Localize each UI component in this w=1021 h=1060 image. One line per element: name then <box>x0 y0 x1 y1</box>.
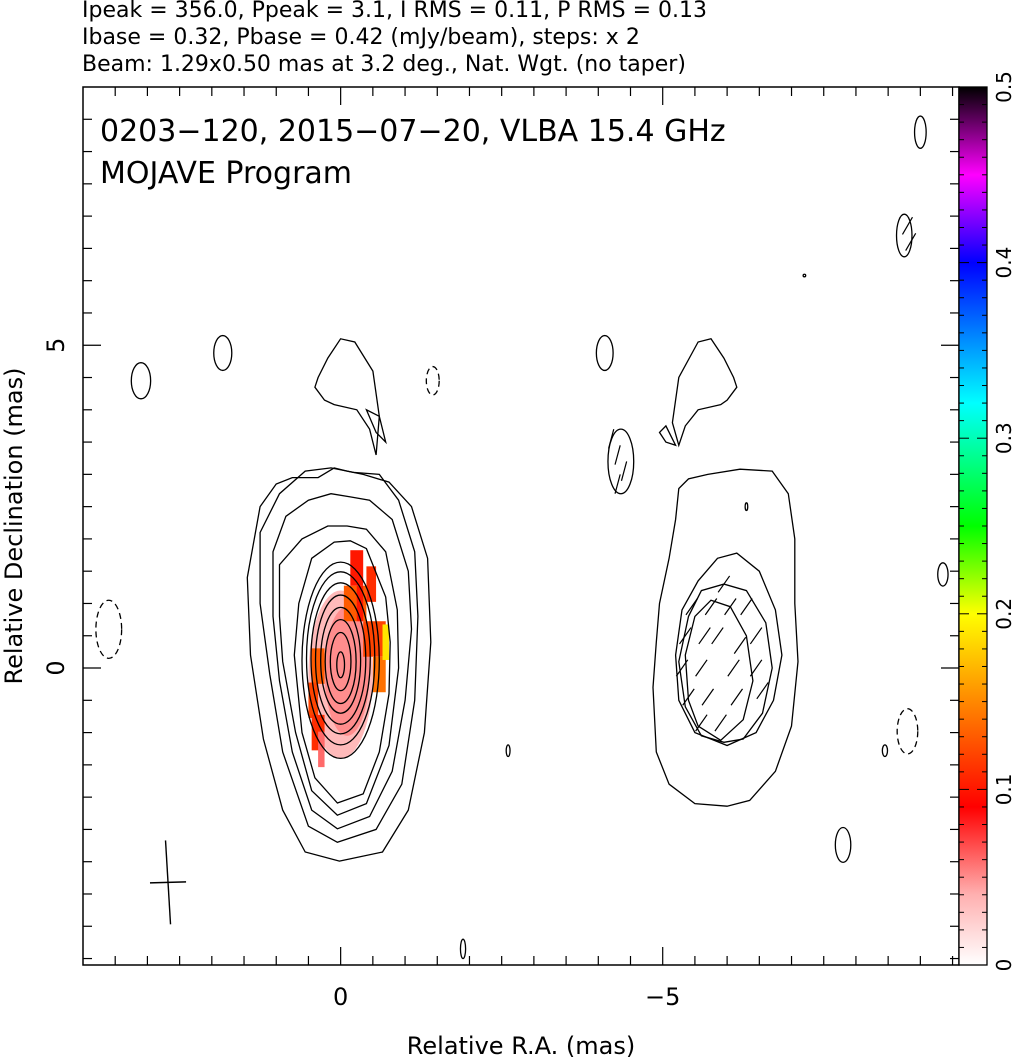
colorbar-tick-label: 0.4 <box>992 247 1016 279</box>
contour-jet <box>652 468 799 807</box>
pol-vector <box>675 659 689 677</box>
colorbar-tick-label: 0 <box>992 959 1016 972</box>
contour-core-ellipse <box>301 561 380 760</box>
y-axis-label: Relative Declination (mas) <box>0 367 28 684</box>
contour-blob <box>913 115 927 149</box>
pol-vector <box>717 575 731 593</box>
pol-vector <box>724 598 737 616</box>
pol-vector <box>704 598 718 616</box>
pol-vector <box>711 627 724 645</box>
contour-core <box>314 338 380 456</box>
chart-title-line-2: MOJAVE Program <box>100 156 352 191</box>
pol-vector <box>749 627 763 645</box>
contour-core-ellipse <box>329 631 352 692</box>
contour-core-ellipse <box>320 606 362 714</box>
x-tick-label: 0 <box>333 983 348 1011</box>
chart-title-line-1: 0203−120, 2015−07−20, VLBA 15.4 GHz <box>100 114 726 149</box>
colorbar-tick-label: 0.3 <box>992 422 1016 454</box>
pol-pixel <box>366 566 377 602</box>
contour-blob <box>459 938 467 960</box>
colorbar-tick-labels: 0 0.1 0.2 0.3 0.4 0.5 <box>992 71 1016 971</box>
pol-vector <box>614 445 621 465</box>
contour-blob <box>881 744 889 758</box>
contour-core <box>272 493 413 830</box>
header-line-1: Ipeak = 356.0, Ppeak = 3.1, I RMS = 0.11… <box>82 0 707 23</box>
axis-tick-labels: 0 −5 0 5 <box>42 338 680 1011</box>
colorbar-tick-label: 0.5 <box>992 71 1016 103</box>
contour-jet <box>671 338 738 448</box>
pol-pixel <box>318 731 325 768</box>
pol-pixel <box>311 648 325 684</box>
x-axis-label: Relative R.A. (mas) <box>407 1032 635 1060</box>
pol-vector <box>608 429 615 449</box>
contour-blob <box>834 826 852 864</box>
contour-core-ellipse <box>324 618 357 705</box>
y-tick-label: 5 <box>42 338 70 353</box>
beam-minor-axis <box>149 881 187 884</box>
contour-core-ellipse <box>305 571 376 746</box>
pol-vector <box>695 659 708 677</box>
contour-core-ellipse <box>314 594 367 725</box>
pol-pixel <box>308 682 319 719</box>
contour-core-ellipse <box>310 582 371 735</box>
pol-vector <box>679 627 692 645</box>
contour-jet <box>684 599 754 742</box>
pol-vector <box>682 688 695 706</box>
contour-negative <box>425 365 440 396</box>
polarization-vectors <box>608 216 917 732</box>
pol-vector <box>614 474 621 494</box>
contour-core <box>293 540 391 804</box>
contour-core <box>365 408 387 445</box>
contour-blob <box>130 362 152 400</box>
pol-vector <box>749 659 763 677</box>
pol-vector <box>685 598 698 616</box>
colorbar-ticks <box>959 86 987 966</box>
x-tick-label: −5 <box>645 983 680 1011</box>
pol-vector <box>905 232 917 251</box>
contour-blob <box>213 334 233 372</box>
contour-jet <box>674 552 783 747</box>
y-tick-label: 0 <box>42 660 70 675</box>
plot-frame <box>82 86 960 966</box>
beam-marker <box>149 840 187 925</box>
contour-jet <box>658 424 677 447</box>
contour-negative <box>95 599 123 659</box>
header-line-2: Ibase = 0.32, Pbase = 0.42 (mJy/beam), s… <box>82 25 640 50</box>
pol-vector <box>701 688 715 706</box>
axis-ticks <box>83 87 959 965</box>
pol-vector <box>740 598 753 616</box>
pol-vector <box>714 714 727 732</box>
pol-pixel <box>356 585 364 622</box>
pol-vector <box>730 688 744 706</box>
pol-vector <box>695 714 708 732</box>
pol-vector <box>698 627 711 645</box>
pol-vector <box>756 682 769 700</box>
total-intensity-contours <box>95 115 949 960</box>
colorbar-tick-label: 0.1 <box>992 773 1016 805</box>
contour-blob <box>607 428 635 495</box>
contour-core-ellipse <box>336 651 346 679</box>
pol-vector <box>901 216 913 235</box>
contour-core <box>278 525 400 816</box>
pol-pixel <box>382 624 389 660</box>
contour-blob <box>744 502 749 512</box>
contour-blob <box>505 744 511 758</box>
contour-negative <box>896 708 919 755</box>
contour-blob <box>895 213 913 258</box>
contour-jet <box>678 583 773 743</box>
contour-blob <box>595 334 614 372</box>
pol-pixel <box>350 550 364 586</box>
contour-core <box>246 467 432 862</box>
contour-blob <box>937 562 949 587</box>
pol-vector <box>733 636 747 654</box>
colorbar-tick-label: 0.2 <box>992 598 1016 630</box>
header-line-3: Beam: 1.29x0.50 mas at 3.2 deg., Nat. Wg… <box>82 52 686 77</box>
pol-vector <box>727 659 740 677</box>
pol-vector <box>620 461 628 481</box>
contour-blob <box>802 273 807 278</box>
